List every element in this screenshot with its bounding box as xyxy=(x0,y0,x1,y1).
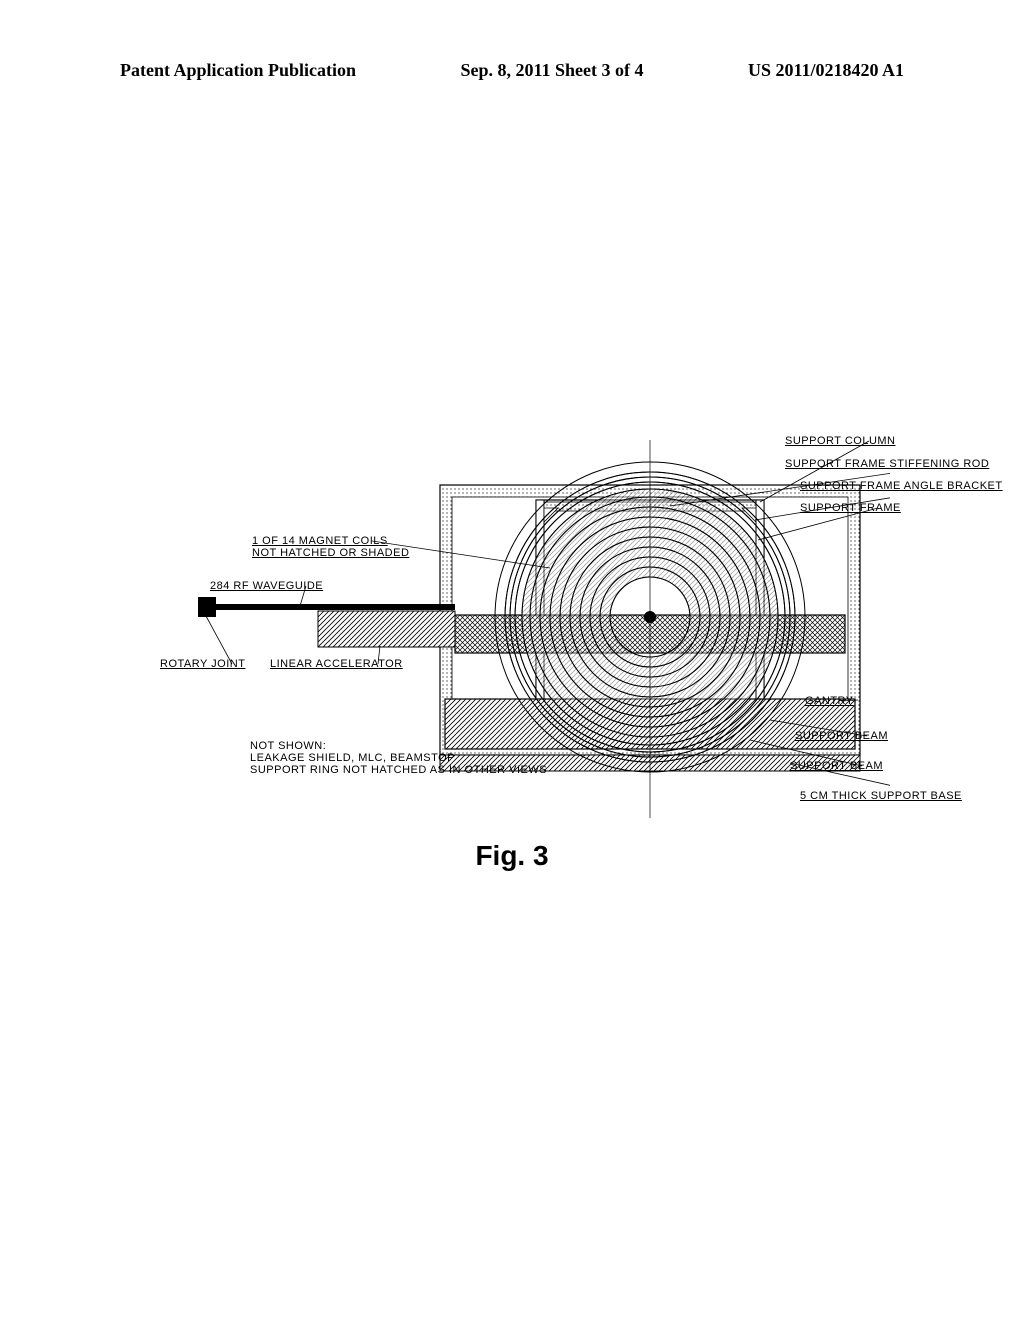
callout-label: LINEAR ACCELERATOR xyxy=(270,658,403,670)
callout-label: 284 RF WAVEGUIDE xyxy=(210,580,323,592)
figure-note-line: NOT SHOWN: xyxy=(250,740,326,752)
header-center: Sep. 8, 2011 Sheet 3 of 4 xyxy=(356,60,748,81)
figure-caption: Fig. 3 xyxy=(0,840,1024,872)
callout-label: SUPPORT FRAME STIFFENING ROD xyxy=(785,458,989,470)
callout-label: SUPPORT COLUMN xyxy=(785,435,896,447)
header-right: US 2011/0218420 A1 xyxy=(748,60,904,81)
page-header: Patent Application Publication Sep. 8, 2… xyxy=(0,60,1024,81)
callout-label: SUPPORT FRAME ANGLE BRACKET xyxy=(800,480,1003,492)
callout-label: 5 CM THICK SUPPORT BASE xyxy=(800,790,962,802)
callout-label: SUPPORT BEAM xyxy=(790,760,883,772)
callout-sublabel: NOT HATCHED OR SHADED xyxy=(252,547,409,559)
figure-note-line: SUPPORT RING NOT HATCHED AS IN OTHER VIE… xyxy=(250,764,547,776)
figure-area: SUPPORT COLUMNSUPPORT FRAME STIFFENING R… xyxy=(150,440,890,820)
header-left: Patent Application Publication xyxy=(120,60,356,81)
callout-label: ROTARY JOINT xyxy=(160,658,245,670)
callout-label: GANTRY xyxy=(805,695,854,707)
figure-note-line: LEAKAGE SHIELD, MLC, BEAMSTOP xyxy=(250,752,455,764)
callout-label: 1 OF 14 MAGNET COILS xyxy=(252,535,388,547)
page: Patent Application Publication Sep. 8, 2… xyxy=(0,0,1024,1320)
callout-label: SUPPORT BEAM xyxy=(795,730,888,742)
callout-label: SUPPORT FRAME xyxy=(800,502,901,514)
